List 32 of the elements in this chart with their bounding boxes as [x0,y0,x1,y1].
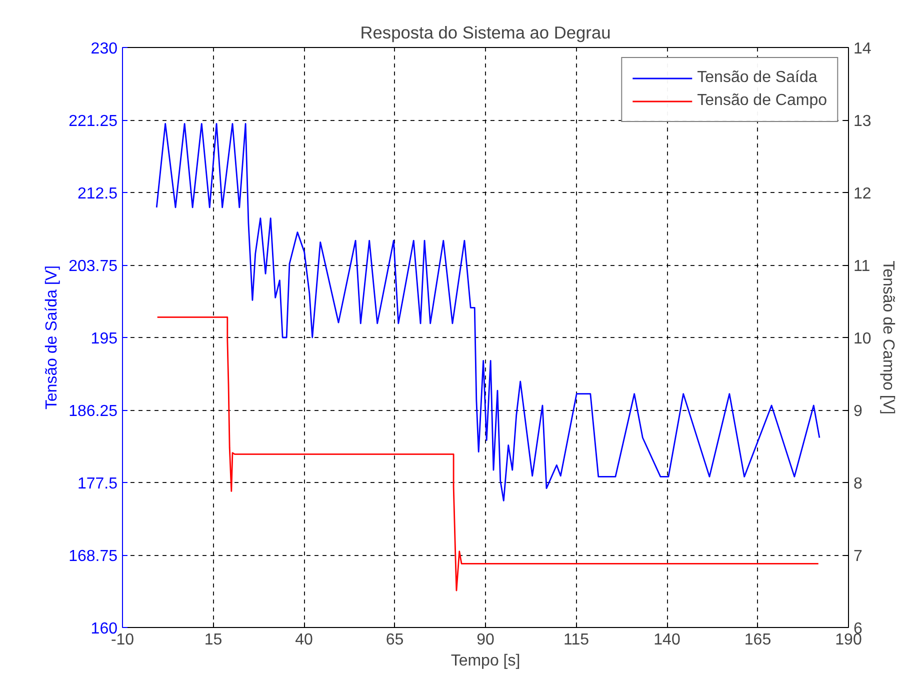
y-axis-title: Tensão de Saída [V] [44,265,61,410]
y-tick-label: 160 [90,620,118,638]
y-tick-label: 203.75 [68,258,118,275]
x-tick-label: 15 [204,632,222,648]
y-tick-label: 230 [90,40,118,58]
line-series [156,316,820,592]
y2-tick-label: 8 [854,476,862,492]
x-tick-label: 115 [563,632,590,648]
y2-tick-label: 9 [854,403,862,420]
y2-tick-label: 7 [854,548,862,565]
y2-tick-label: 14 [854,40,872,58]
x-tick-label: 40 [295,632,313,648]
x-tick-label: 165 [744,632,772,648]
y2-axis-title: Tensão de Campo [V] [879,260,896,414]
x-tick-label: 140 [654,632,680,648]
y-tick-label: 212.5 [77,186,118,202]
x-axis-title: Tempo [s] [450,652,520,670]
legend-label: Tensão de Campo [697,92,827,110]
y-tick-label: 195 [90,330,118,348]
line-series [156,123,820,502]
legend-label: Tensão de Saída [697,69,818,87]
x-tick-label: 65 [386,632,404,648]
chart-title: Resposta do Sistema ao Degrau [360,22,611,42]
y2-tick-label: 12 [854,186,872,202]
x-tick-label: 90 [476,632,494,648]
y2-tick-label: 11 [854,258,870,275]
y-tick-label: 221.25 [68,113,118,130]
y-tick-label: 168.75 [68,548,118,565]
y-tick-label: 177.5 [77,476,118,492]
y2-tick-label: 10 [854,330,872,348]
y2-tick-label: 13 [854,113,872,130]
y-tick-label: 186.25 [68,403,118,420]
